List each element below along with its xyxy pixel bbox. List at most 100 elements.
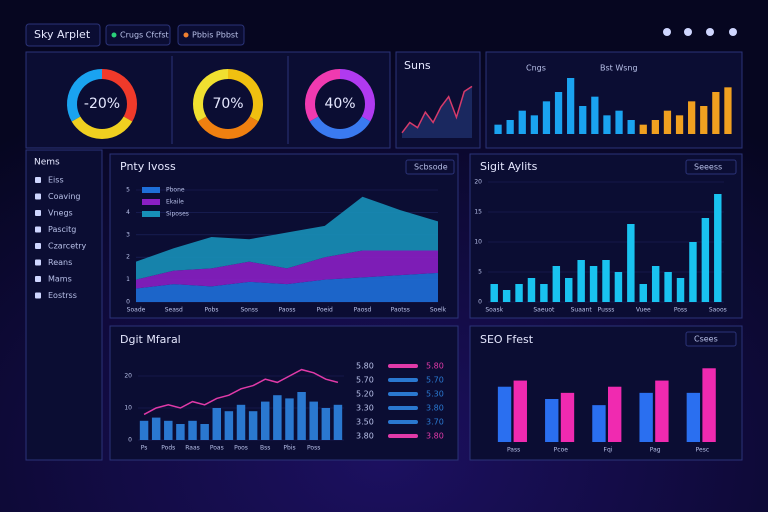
bar bbox=[591, 96, 599, 134]
bar bbox=[701, 218, 710, 302]
sidebar-item[interactable]: Reans bbox=[48, 258, 72, 267]
icon[interactable] bbox=[706, 28, 714, 36]
bar bbox=[164, 420, 173, 440]
panel-title: Pnty Ivoss bbox=[120, 160, 176, 173]
x-tick-label: Sonss bbox=[240, 307, 258, 314]
icon[interactable] bbox=[663, 28, 671, 36]
panel-button-label[interactable]: Scbsode bbox=[414, 163, 448, 172]
donut-ring bbox=[101, 69, 137, 122]
sidebar bbox=[25, 149, 103, 461]
sidebar-item[interactable]: Vnegs bbox=[48, 209, 73, 218]
icon bbox=[35, 243, 41, 249]
list-value: 3.80 bbox=[356, 432, 374, 441]
icon bbox=[111, 32, 117, 38]
x-tick-label: Pass bbox=[507, 447, 520, 454]
legend-label: Ekaile bbox=[166, 199, 184, 206]
bar bbox=[530, 115, 538, 134]
list-pill bbox=[388, 364, 418, 368]
sidebar-item[interactable]: Czarcetry bbox=[48, 242, 87, 251]
x-tick-label: Soade bbox=[127, 307, 146, 314]
icon bbox=[35, 193, 41, 200]
panel bbox=[485, 51, 743, 149]
list-pill bbox=[388, 392, 418, 396]
bar bbox=[260, 401, 270, 440]
x-tick-label: Fqi bbox=[604, 447, 613, 454]
bar bbox=[540, 284, 548, 302]
x-tick-label: Pcoe bbox=[554, 447, 569, 454]
bar bbox=[518, 110, 526, 134]
bar bbox=[702, 368, 716, 442]
y-tick-label: 3 bbox=[126, 231, 130, 238]
bar bbox=[236, 404, 246, 440]
header-button[interactable] bbox=[177, 24, 245, 46]
bar bbox=[552, 266, 561, 302]
legend-label: Bst Wsng bbox=[600, 64, 638, 73]
panel-button[interactable] bbox=[685, 159, 737, 175]
panel-button[interactable] bbox=[405, 159, 455, 175]
panel-title: SEO Ffest bbox=[480, 333, 534, 346]
x-tick-label: Raas bbox=[185, 445, 200, 452]
icon[interactable] bbox=[684, 28, 692, 36]
sidebar-item[interactable]: Mams bbox=[48, 275, 72, 284]
bar bbox=[608, 386, 622, 442]
kpi-value: 40% bbox=[324, 96, 355, 112]
bar bbox=[554, 92, 563, 134]
panel-button[interactable] bbox=[685, 331, 737, 347]
donut-ring bbox=[305, 69, 341, 122]
icon bbox=[35, 259, 41, 266]
bar bbox=[248, 411, 258, 440]
line bbox=[143, 368, 339, 416]
icon[interactable] bbox=[729, 28, 737, 36]
x-tick-label: Pods bbox=[161, 445, 175, 452]
bar bbox=[714, 194, 722, 302]
list-pill bbox=[388, 378, 418, 382]
list-pill bbox=[388, 420, 418, 424]
bar bbox=[688, 101, 696, 134]
app-title: Sky Arplet bbox=[34, 28, 91, 41]
bar bbox=[592, 405, 606, 442]
x-tick-label: Pag bbox=[650, 447, 661, 454]
list-change: 3.80 bbox=[426, 432, 444, 441]
panel-button-label[interactable]: Csees bbox=[694, 335, 718, 344]
x-tick-label: Bss bbox=[260, 445, 270, 452]
header-button[interactable] bbox=[105, 24, 171, 46]
donut-ring bbox=[67, 69, 103, 122]
sidebar-item[interactable]: Pascitg bbox=[48, 225, 76, 234]
panel-button-label[interactable]: Seeess bbox=[694, 163, 722, 172]
header-button-label[interactable]: Crugs Cfcfst bbox=[120, 31, 169, 40]
bar bbox=[577, 260, 585, 302]
bar bbox=[639, 392, 653, 442]
panel-title: Dgit Mfaral bbox=[120, 333, 181, 346]
x-tick-label: Paosd bbox=[354, 307, 372, 314]
bar bbox=[675, 115, 684, 134]
bar bbox=[333, 404, 343, 440]
area-layer bbox=[136, 250, 438, 289]
kpi-value: 70% bbox=[212, 96, 243, 112]
legend-swatch bbox=[142, 211, 160, 217]
header-button-label[interactable]: Pbbis Pbbst bbox=[192, 31, 238, 40]
x-tick-label: Poas bbox=[210, 445, 224, 452]
bar bbox=[589, 266, 598, 302]
bar bbox=[502, 290, 511, 302]
bar bbox=[188, 420, 197, 440]
sidebar-item[interactable]: Eostrss bbox=[48, 291, 77, 300]
sidebar-item[interactable]: Coaving bbox=[48, 192, 81, 201]
bar bbox=[603, 115, 611, 134]
y-tick-label: 4 bbox=[126, 209, 130, 216]
x-tick-label: Suaant bbox=[571, 307, 593, 314]
list-change: 3.80 bbox=[426, 404, 444, 413]
icon bbox=[35, 177, 41, 183]
x-tick-label: Pesc bbox=[696, 447, 710, 454]
bar bbox=[490, 284, 498, 302]
bar bbox=[545, 399, 559, 442]
bar bbox=[309, 401, 318, 440]
line bbox=[401, 85, 473, 134]
bar bbox=[700, 106, 708, 134]
title-box bbox=[25, 23, 101, 47]
panel-title: Suns bbox=[404, 59, 431, 72]
bar bbox=[689, 242, 697, 302]
bar bbox=[560, 392, 575, 442]
y-tick-label: 10 bbox=[474, 239, 482, 246]
sidebar-item[interactable]: Eiss bbox=[48, 176, 64, 185]
